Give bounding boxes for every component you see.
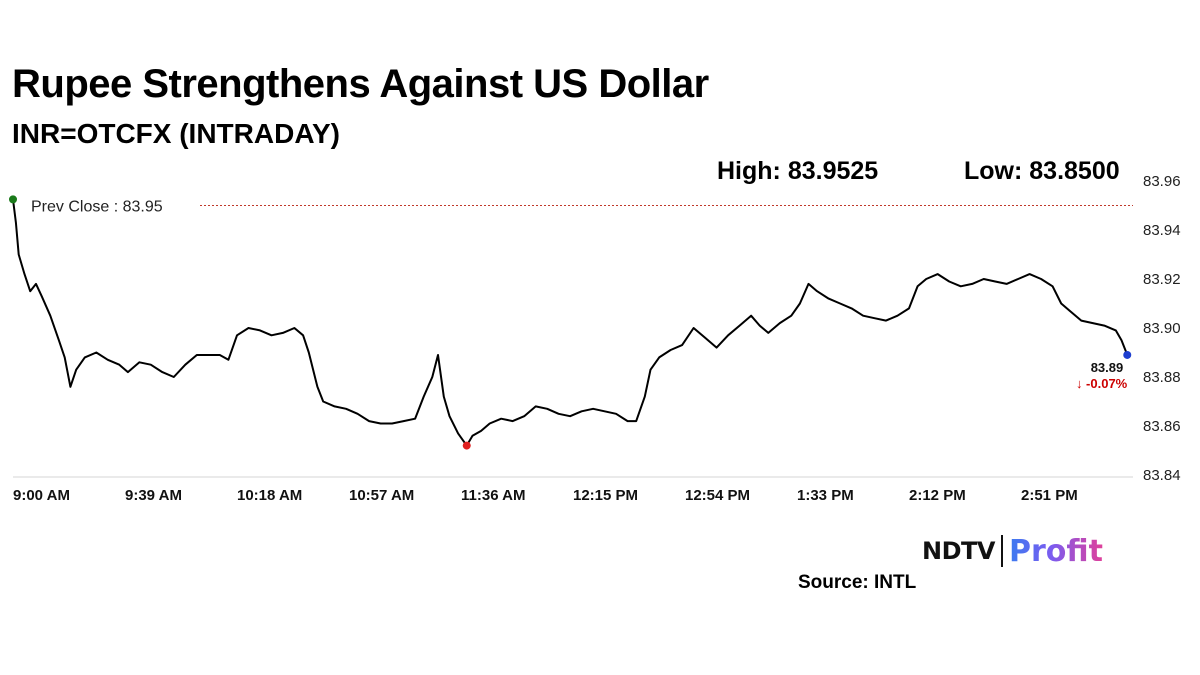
y-tick-label: 83.94 [1143, 222, 1181, 239]
y-tick-label: 83.96 [1143, 173, 1181, 190]
y-tick-label: 83.90 [1143, 320, 1181, 337]
price-line-layer [12, 199, 1129, 447]
high-value: High: 83.9525 [717, 157, 879, 185]
y-tick-label: 83.84 [1143, 467, 1181, 484]
last-value-label: 83.89 [1091, 360, 1124, 375]
markers-layer: 83.89↓ -0.07% [9, 195, 1132, 450]
y-tick-label: 83.92 [1143, 271, 1181, 288]
chart-title: Rupee Strengthens Against US Dollar [12, 62, 709, 106]
x-tick-label: 12:15 PM [573, 487, 638, 504]
y-tick-label: 83.86 [1143, 418, 1181, 435]
x-tick-label: 11:36 AM [461, 487, 525, 504]
logo-divider [1000, 535, 1003, 567]
x-tick-label: 12:54 PM [685, 487, 750, 504]
y-tick-label: 83.88 [1143, 369, 1181, 386]
ndtv-profit-logo: NDTV Profit [922, 533, 1103, 569]
x-tick-label: 10:57 AM [349, 487, 414, 504]
logo-sub: Profit [1008, 533, 1103, 569]
change-label: ↓ -0.07% [1076, 376, 1128, 391]
x-tick-label: 9:00 AM [13, 487, 70, 504]
end-marker [1123, 350, 1132, 359]
x-tick-label: 2:12 PM [909, 487, 966, 504]
y-axis: 83.96 83.94 83.92 83.90 83.88 83.86 83.84 [1143, 173, 1181, 484]
start-marker [9, 195, 17, 204]
low-value: Low: 83.8500 [964, 157, 1120, 185]
x-tick-label: 2:51 PM [1021, 487, 1078, 504]
x-tick-label: 1:33 PM [797, 487, 854, 504]
x-axis: 9:00 AM 9:39 AM 10:18 AM 10:57 AM 11:36 AM 12… [13, 487, 1078, 504]
x-tick-label: 10:18 AM [237, 487, 302, 504]
prev-close-reference: Prev Close : 83.95 [31, 199, 1133, 216]
chart-subtitle: INR=OTCFX (INTRADAY) [12, 118, 340, 149]
prev-close-label: Prev Close : 83.95 [31, 199, 163, 216]
x-tick-label: 9:39 AM [125, 487, 182, 504]
logo-brand: NDTV [922, 537, 995, 565]
price-line [12, 199, 1129, 447]
source-note: Source: INTL [798, 572, 917, 593]
low-marker [462, 441, 471, 450]
